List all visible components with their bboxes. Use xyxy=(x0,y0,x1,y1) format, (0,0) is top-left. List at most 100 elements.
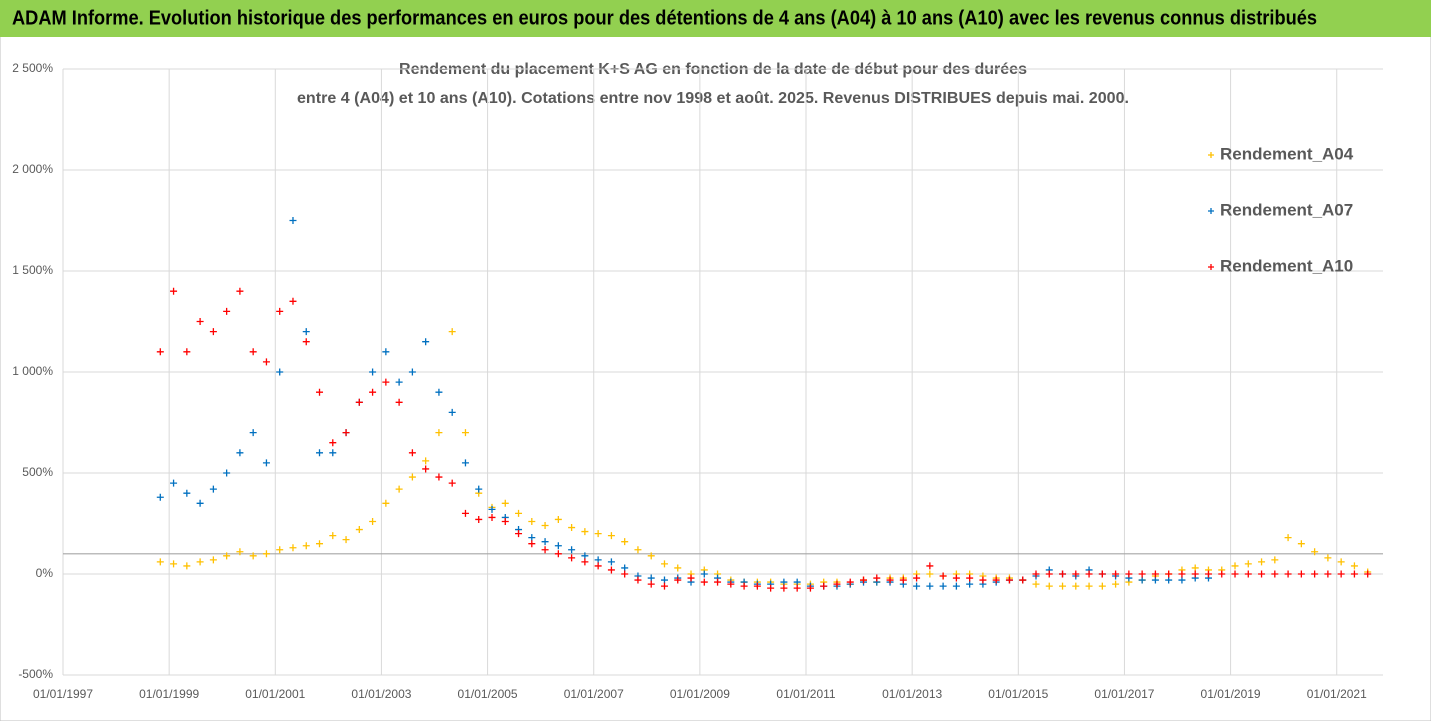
data-point xyxy=(1019,576,1027,584)
data-point xyxy=(316,540,324,548)
data-point xyxy=(276,307,284,315)
data-point xyxy=(276,546,284,554)
data-point xyxy=(607,532,615,540)
data-point xyxy=(262,550,270,558)
data-point xyxy=(156,558,164,566)
data-point xyxy=(528,534,536,542)
data-point xyxy=(568,546,576,554)
data-point xyxy=(594,562,602,570)
data-point xyxy=(461,429,469,437)
data-point xyxy=(223,307,231,315)
data-point xyxy=(1045,570,1053,578)
data-point xyxy=(554,550,562,558)
data-point xyxy=(1085,570,1093,578)
data-point xyxy=(568,554,576,562)
data-point xyxy=(209,485,217,493)
data-point xyxy=(660,582,668,590)
data-point xyxy=(979,576,987,584)
data-point xyxy=(355,398,363,406)
data-point xyxy=(1005,576,1013,584)
x-tick-label: 01/01/2021 xyxy=(1307,687,1367,701)
y-tick-label: -500% xyxy=(18,667,53,681)
header-bar xyxy=(0,0,1431,37)
data-point xyxy=(382,378,390,386)
data-point xyxy=(647,552,655,560)
data-point xyxy=(329,532,337,540)
data-point xyxy=(382,348,390,356)
data-point xyxy=(448,479,456,487)
data-point xyxy=(939,582,947,590)
data-point xyxy=(740,582,748,590)
data-point xyxy=(249,429,257,437)
data-point xyxy=(621,570,629,578)
data-point xyxy=(156,348,164,356)
data-point xyxy=(435,473,443,481)
data-point xyxy=(621,564,629,572)
data-point xyxy=(1178,570,1186,578)
data-point xyxy=(249,552,257,560)
x-tick-label: 01/01/2011 xyxy=(776,687,835,701)
data-point xyxy=(660,576,668,584)
data-point xyxy=(860,576,868,584)
legend-marker xyxy=(1208,264,1214,270)
data-point xyxy=(1112,570,1120,578)
data-point xyxy=(793,584,801,592)
data-point xyxy=(714,578,722,586)
data-point xyxy=(501,517,509,525)
data-point xyxy=(1059,582,1067,590)
data-point xyxy=(1125,570,1133,578)
x-tick-label: 01/01/1999 xyxy=(139,687,199,701)
data-point xyxy=(316,449,324,457)
data-point xyxy=(1165,570,1173,578)
data-point xyxy=(382,499,390,507)
data-point xyxy=(236,449,244,457)
data-point xyxy=(1165,576,1173,584)
data-point xyxy=(395,378,403,386)
data-point xyxy=(1284,534,1292,542)
data-point xyxy=(952,574,960,582)
data-point xyxy=(1271,570,1279,578)
y-tick-label: 2 000% xyxy=(12,162,53,176)
data-point xyxy=(992,576,1000,584)
x-tick-label: 01/01/2019 xyxy=(1201,687,1261,701)
data-point xyxy=(329,449,337,457)
data-point xyxy=(1337,558,1345,566)
data-point xyxy=(1138,570,1146,578)
y-tick-label: 1 000% xyxy=(12,364,53,378)
data-point xyxy=(408,449,416,457)
data-point xyxy=(515,530,523,538)
data-point xyxy=(1085,582,1093,590)
data-point xyxy=(594,556,602,564)
data-point xyxy=(1231,570,1239,578)
data-point xyxy=(1297,540,1305,548)
data-point xyxy=(687,574,695,582)
y-tick-label: 0% xyxy=(36,566,54,580)
data-point xyxy=(660,560,668,568)
data-point xyxy=(316,388,324,396)
data-point xyxy=(674,564,682,572)
data-point xyxy=(183,489,191,497)
data-point xyxy=(249,348,257,356)
data-point xyxy=(1271,556,1279,564)
data-point xyxy=(1191,570,1199,578)
data-point xyxy=(727,580,735,588)
data-point xyxy=(501,499,509,507)
data-point xyxy=(1059,570,1067,578)
data-point xyxy=(488,513,496,521)
data-point xyxy=(1324,554,1332,562)
data-point xyxy=(1258,558,1266,566)
data-point xyxy=(196,558,204,566)
data-point xyxy=(1311,570,1319,578)
x-tick-label: 01/01/2001 xyxy=(245,687,305,701)
x-tick-label: 01/01/2015 xyxy=(988,687,1048,701)
data-point xyxy=(634,576,642,584)
data-point xyxy=(1191,564,1199,572)
data-point xyxy=(488,505,496,513)
data-point xyxy=(621,538,629,546)
data-point xyxy=(408,368,416,376)
data-point xyxy=(448,408,456,416)
data-point xyxy=(1311,548,1319,556)
data-point xyxy=(1337,570,1345,578)
y-tick-label: 500% xyxy=(22,465,53,479)
data-point xyxy=(1098,570,1106,578)
